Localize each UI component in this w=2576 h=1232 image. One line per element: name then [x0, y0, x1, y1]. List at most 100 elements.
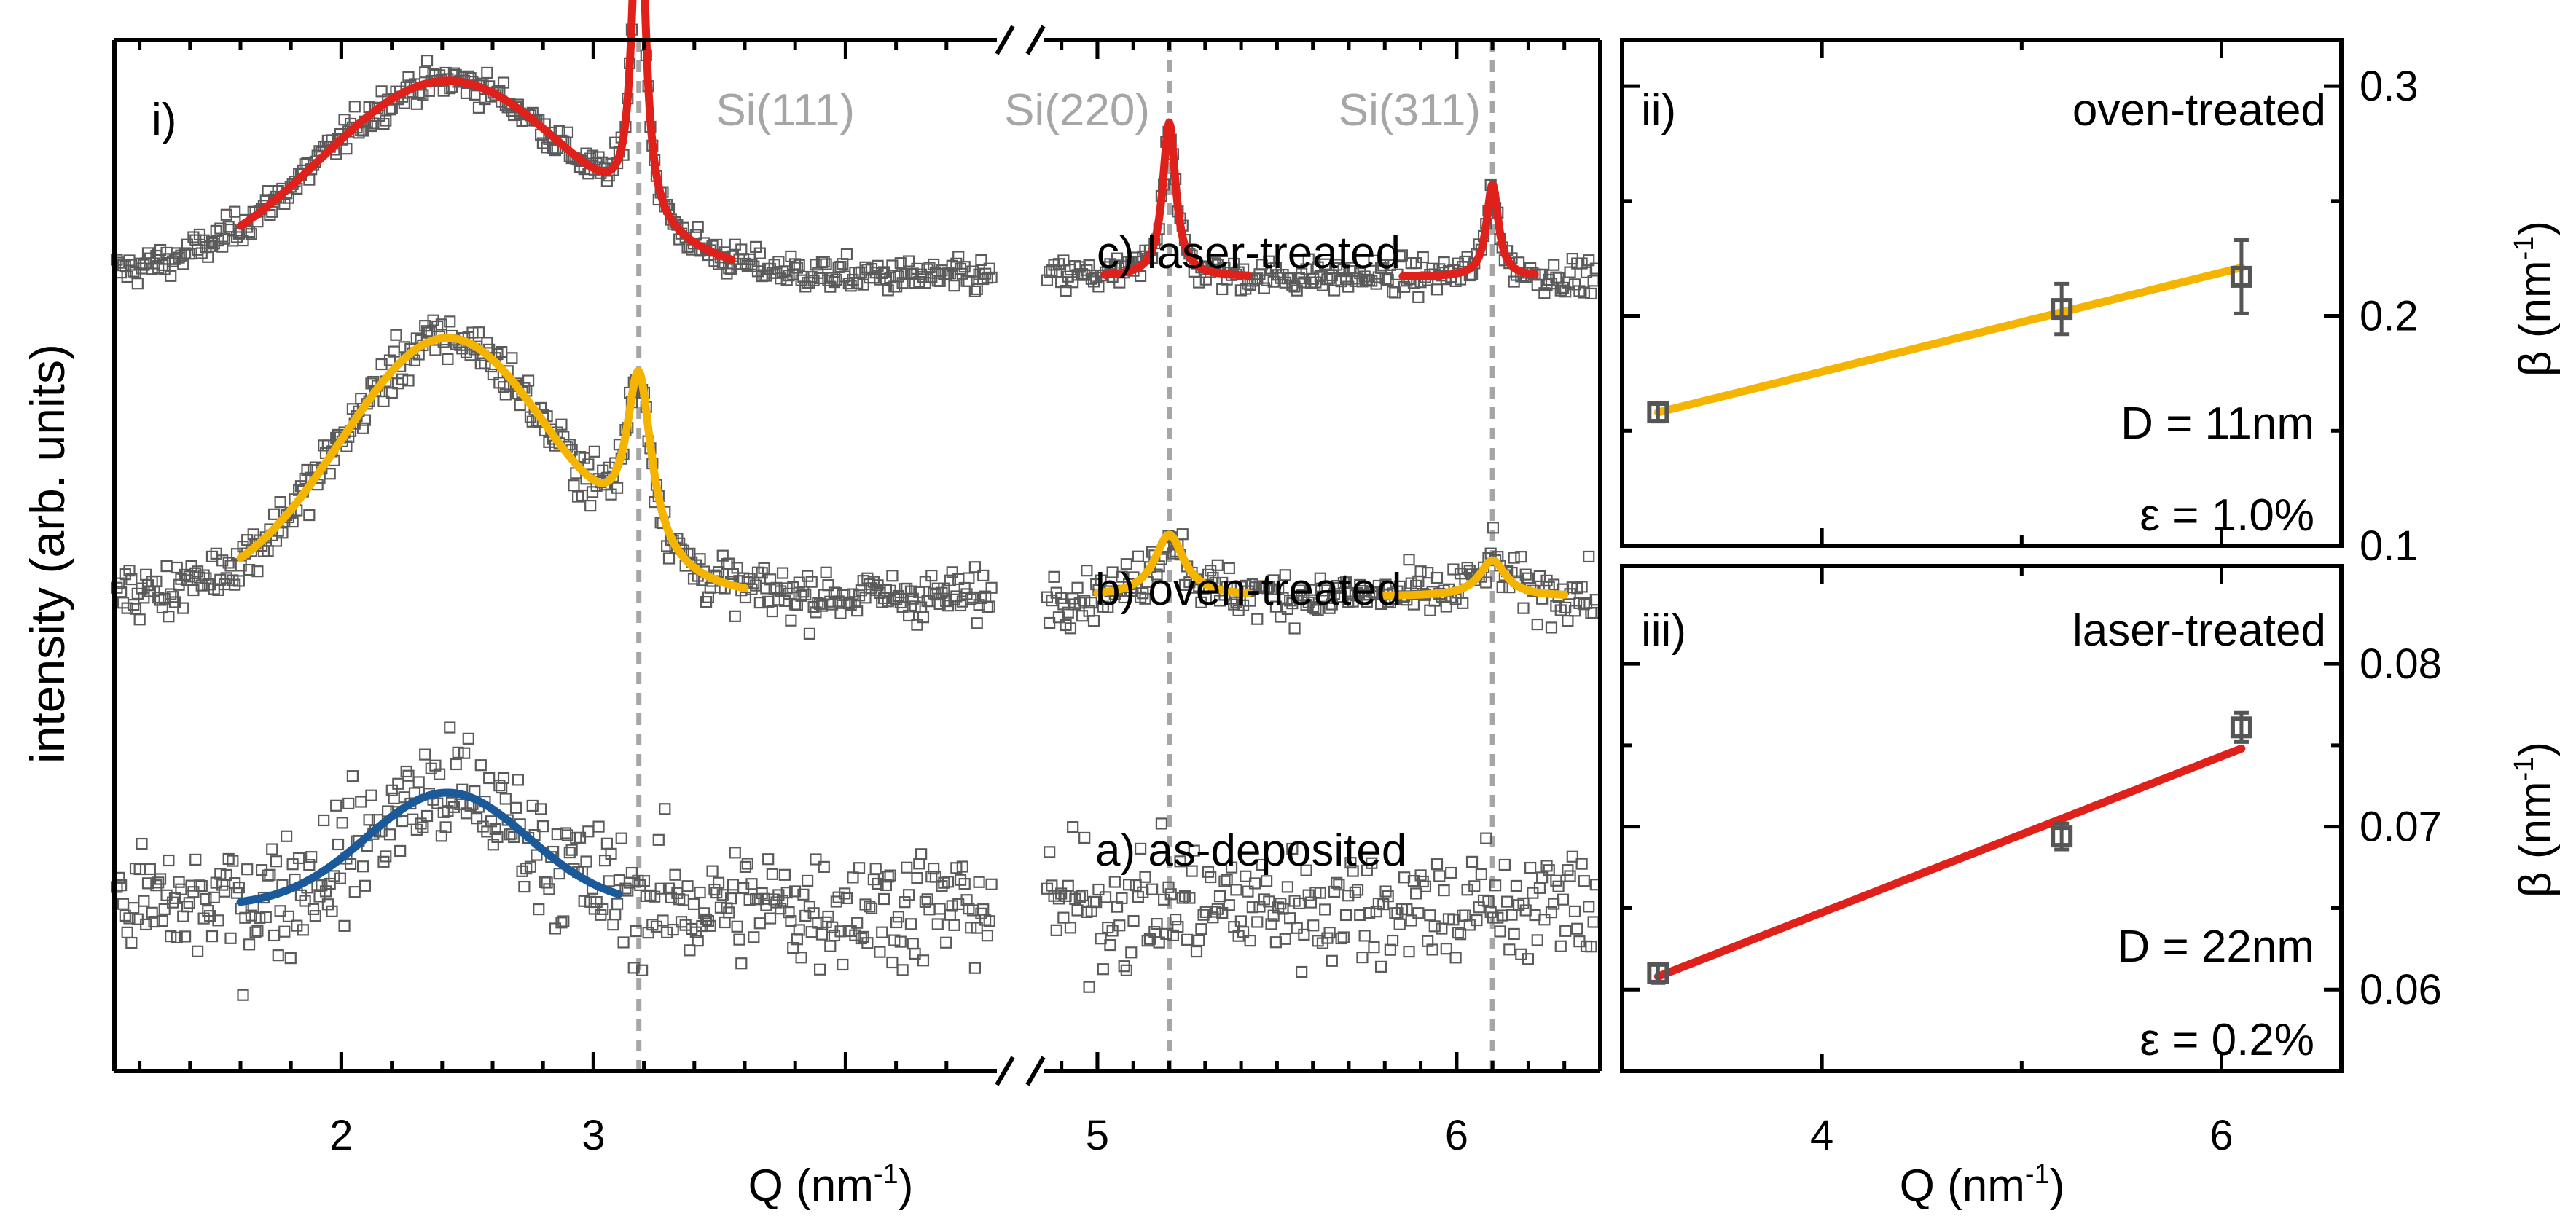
data-point-2-0	[872, 877, 884, 890]
data-point-2-1	[1436, 922, 1448, 935]
data-point-1-0	[499, 388, 512, 401]
data-point-2-0	[442, 805, 454, 817]
data-point-2-0	[140, 918, 152, 931]
data-point-2-0	[785, 915, 797, 927]
data-point-2-0	[627, 962, 640, 974]
data-point-2-0	[979, 914, 992, 926]
data-point-0-0	[886, 259, 899, 272]
data-point-0-0	[840, 248, 853, 260]
data-point-0-0	[820, 258, 832, 270]
data-point-2-0	[195, 879, 208, 892]
data-point-1-0	[971, 617, 983, 629]
data-point-1-1	[1304, 584, 1318, 596]
data-point-2-0	[380, 850, 392, 863]
data-point-1-0	[839, 589, 851, 601]
data-point-2-1	[1562, 864, 1574, 876]
data-point-2-1	[1242, 885, 1254, 898]
data-point-2-0	[815, 928, 829, 941]
data-point-0-0	[745, 258, 758, 270]
data-point-2-0	[851, 917, 864, 929]
data-point-2-0	[764, 912, 777, 925]
data-point-1-0	[890, 593, 903, 606]
data-point-2-0	[128, 902, 140, 914]
data-point-2-1	[1489, 879, 1502, 892]
data-point-1-1	[1430, 571, 1444, 584]
data-point-2-1	[1531, 934, 1543, 946]
data-point-2-1	[1195, 923, 1207, 935]
data-point-1-0	[128, 599, 140, 611]
data-point-1-0	[193, 571, 206, 584]
data-point-2-0	[960, 894, 973, 906]
data-point-1-0	[694, 553, 706, 565]
data-point-2-0	[661, 926, 673, 938]
data-point-2-0	[652, 833, 665, 846]
data-point-2-1	[1465, 855, 1479, 868]
data-point-1-1	[1230, 596, 1242, 608]
data-point-2-1	[1186, 865, 1198, 877]
data-point-1-0	[842, 597, 855, 610]
data-point-1-0	[876, 596, 888, 608]
data-point-1-1	[1508, 552, 1520, 564]
data-point-2-1	[1174, 855, 1186, 868]
data-point-1-0	[133, 613, 146, 626]
data-point-2-0	[973, 876, 985, 888]
data-point-2-0	[904, 918, 917, 930]
data-point-2-0	[462, 732, 474, 745]
data-point-0-1	[1134, 270, 1147, 283]
data-point-2-1	[1118, 960, 1130, 973]
data-point-2-0	[837, 958, 849, 971]
data-point-2-0	[363, 814, 375, 826]
data-point-2-0	[243, 938, 256, 951]
data-point-2-1	[1557, 893, 1570, 906]
data-point-2-0	[154, 873, 167, 885]
data-point-2-0	[899, 896, 911, 909]
data-point-2-0	[307, 903, 320, 915]
data-point-0-0	[348, 101, 361, 113]
data-point-1-0	[753, 596, 766, 609]
data-point-2-1	[1057, 911, 1070, 924]
data-point-0-0	[966, 265, 979, 278]
data-point-2-1	[1554, 940, 1567, 952]
data-point-2-0	[692, 935, 704, 947]
data-point-2-0	[737, 882, 750, 895]
data-point-2-1	[1500, 895, 1514, 908]
data-point-2-0	[799, 909, 812, 922]
data-point-0-1	[1302, 253, 1315, 265]
panel-i-xlabel: Q (nm-1)	[748, 1159, 914, 1211]
data-point-1-0	[274, 496, 286, 509]
data-point-2-1	[1401, 903, 1413, 916]
data-point-1-1	[1480, 576, 1492, 589]
panel-ii-d-value: D = 11nm	[2121, 399, 2314, 449]
panel-i-frame	[112, 38, 1602, 1073]
data-point-2-0	[654, 882, 667, 895]
data-point-2-0	[762, 853, 775, 866]
data-point-0-1	[1461, 251, 1473, 263]
data-point-2-0	[776, 895, 789, 907]
data-point-2-0	[636, 964, 649, 976]
data-point-1-1	[1339, 576, 1352, 589]
data-point-2-0	[227, 855, 239, 867]
data-point-0-0	[857, 278, 869, 291]
data-point-2-0	[111, 881, 123, 893]
data-point-0-0	[768, 259, 780, 271]
data-point-2-0	[948, 919, 960, 931]
data-point-2-1	[1269, 936, 1283, 949]
data-point-2-1	[1426, 943, 1438, 956]
data-point-1-0	[820, 566, 832, 578]
data-point-2-1	[1197, 909, 1210, 921]
data-point-1-0	[514, 399, 526, 412]
data-point-1-0	[555, 418, 568, 431]
data-point-2-0	[775, 903, 787, 915]
data-point-2-0	[791, 933, 803, 946]
data-point-2-0	[787, 941, 799, 954]
data-point-0-0	[807, 274, 820, 287]
data-point-2-1	[1225, 861, 1238, 874]
data-point-2-0	[700, 913, 713, 926]
data-point-1-0	[907, 592, 919, 605]
data-point-2	[2230, 238, 2252, 315]
data-point-2-1	[1127, 914, 1140, 927]
data-point-2-0	[200, 892, 212, 906]
data-point-1-1	[1279, 569, 1291, 581]
data-point-2-1	[1578, 875, 1590, 887]
data-point-2-0	[622, 884, 634, 897]
